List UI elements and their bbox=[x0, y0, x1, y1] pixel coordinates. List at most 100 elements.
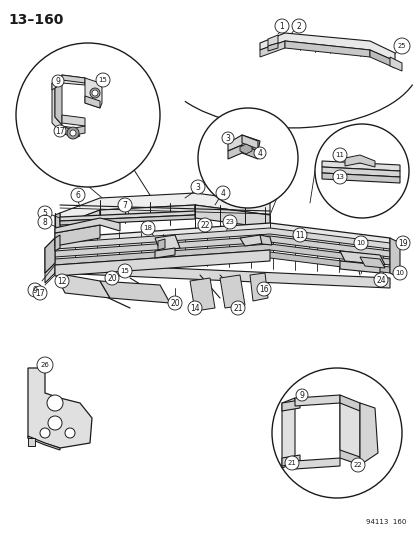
Circle shape bbox=[256, 282, 271, 296]
Text: 9: 9 bbox=[33, 286, 37, 295]
Circle shape bbox=[284, 456, 298, 470]
Polygon shape bbox=[154, 235, 180, 251]
Polygon shape bbox=[154, 248, 175, 258]
Circle shape bbox=[223, 215, 236, 229]
Circle shape bbox=[96, 73, 110, 87]
Polygon shape bbox=[281, 400, 299, 411]
Polygon shape bbox=[281, 455, 299, 466]
Text: 14: 14 bbox=[190, 303, 199, 312]
Circle shape bbox=[271, 368, 401, 498]
Text: 4: 4 bbox=[220, 189, 225, 198]
Polygon shape bbox=[55, 244, 389, 265]
Polygon shape bbox=[321, 167, 399, 177]
Polygon shape bbox=[52, 75, 85, 90]
Polygon shape bbox=[242, 135, 257, 149]
Text: 10: 10 bbox=[356, 240, 365, 246]
Text: 15: 15 bbox=[98, 77, 107, 83]
Text: 3: 3 bbox=[195, 182, 200, 191]
Polygon shape bbox=[389, 57, 401, 71]
Circle shape bbox=[314, 124, 408, 218]
Polygon shape bbox=[60, 211, 195, 221]
Polygon shape bbox=[294, 395, 339, 406]
Circle shape bbox=[292, 228, 306, 242]
Polygon shape bbox=[228, 135, 259, 151]
Circle shape bbox=[52, 75, 64, 87]
Circle shape bbox=[38, 215, 52, 229]
Polygon shape bbox=[45, 238, 55, 273]
Text: 19: 19 bbox=[397, 238, 407, 247]
Circle shape bbox=[92, 90, 98, 96]
Circle shape bbox=[33, 286, 47, 300]
Text: 21: 21 bbox=[287, 460, 296, 466]
Circle shape bbox=[118, 198, 132, 212]
Polygon shape bbox=[240, 144, 252, 154]
Polygon shape bbox=[339, 395, 359, 465]
Text: 12: 12 bbox=[57, 277, 66, 286]
Text: 26: 26 bbox=[40, 362, 49, 368]
Polygon shape bbox=[240, 235, 264, 246]
Circle shape bbox=[188, 301, 202, 315]
Polygon shape bbox=[195, 205, 269, 228]
Circle shape bbox=[291, 19, 305, 33]
Polygon shape bbox=[62, 126, 85, 135]
Text: 1: 1 bbox=[279, 21, 284, 30]
Polygon shape bbox=[259, 33, 394, 61]
Polygon shape bbox=[190, 278, 214, 311]
Text: 11: 11 bbox=[335, 152, 344, 158]
Circle shape bbox=[70, 130, 76, 136]
Circle shape bbox=[190, 180, 204, 194]
Circle shape bbox=[373, 273, 387, 287]
Circle shape bbox=[295, 389, 307, 401]
Polygon shape bbox=[62, 75, 85, 83]
Circle shape bbox=[332, 148, 346, 162]
Circle shape bbox=[353, 236, 367, 250]
Polygon shape bbox=[55, 233, 389, 261]
Polygon shape bbox=[85, 78, 102, 108]
Circle shape bbox=[54, 125, 66, 137]
Text: 20: 20 bbox=[107, 273, 116, 282]
Circle shape bbox=[118, 264, 132, 278]
Text: 23: 23 bbox=[225, 219, 234, 225]
Polygon shape bbox=[28, 436, 60, 450]
Polygon shape bbox=[267, 35, 277, 46]
Polygon shape bbox=[242, 145, 257, 159]
Circle shape bbox=[395, 236, 409, 250]
Polygon shape bbox=[60, 193, 269, 225]
Polygon shape bbox=[158, 239, 165, 250]
Text: 25: 25 bbox=[397, 43, 405, 49]
Text: 17: 17 bbox=[35, 288, 45, 297]
Text: 3: 3 bbox=[225, 133, 230, 142]
Text: 4: 4 bbox=[257, 149, 262, 157]
Polygon shape bbox=[55, 252, 389, 273]
Polygon shape bbox=[259, 235, 271, 245]
Polygon shape bbox=[62, 115, 85, 126]
Text: 24: 24 bbox=[375, 276, 385, 285]
Text: 17: 17 bbox=[55, 126, 65, 135]
Circle shape bbox=[65, 428, 75, 438]
Polygon shape bbox=[339, 261, 379, 273]
Circle shape bbox=[221, 132, 233, 144]
Text: 22: 22 bbox=[200, 221, 209, 230]
Text: 11: 11 bbox=[294, 230, 304, 239]
Polygon shape bbox=[60, 210, 100, 238]
Text: 22: 22 bbox=[353, 462, 361, 468]
Polygon shape bbox=[359, 403, 377, 465]
Circle shape bbox=[393, 38, 409, 54]
Polygon shape bbox=[52, 83, 62, 133]
Circle shape bbox=[67, 127, 79, 139]
Circle shape bbox=[37, 357, 53, 373]
Circle shape bbox=[55, 274, 69, 288]
Circle shape bbox=[141, 221, 154, 235]
Text: 15: 15 bbox=[120, 268, 129, 274]
Polygon shape bbox=[259, 41, 284, 57]
Polygon shape bbox=[294, 458, 339, 469]
Polygon shape bbox=[55, 83, 62, 125]
Polygon shape bbox=[55, 223, 389, 248]
Text: 13: 13 bbox=[335, 174, 344, 180]
Text: 18: 18 bbox=[143, 225, 152, 231]
Circle shape bbox=[332, 170, 346, 184]
Polygon shape bbox=[389, 238, 399, 278]
Text: 13–160: 13–160 bbox=[8, 13, 63, 27]
Polygon shape bbox=[321, 173, 399, 183]
Text: 9: 9 bbox=[299, 391, 304, 400]
